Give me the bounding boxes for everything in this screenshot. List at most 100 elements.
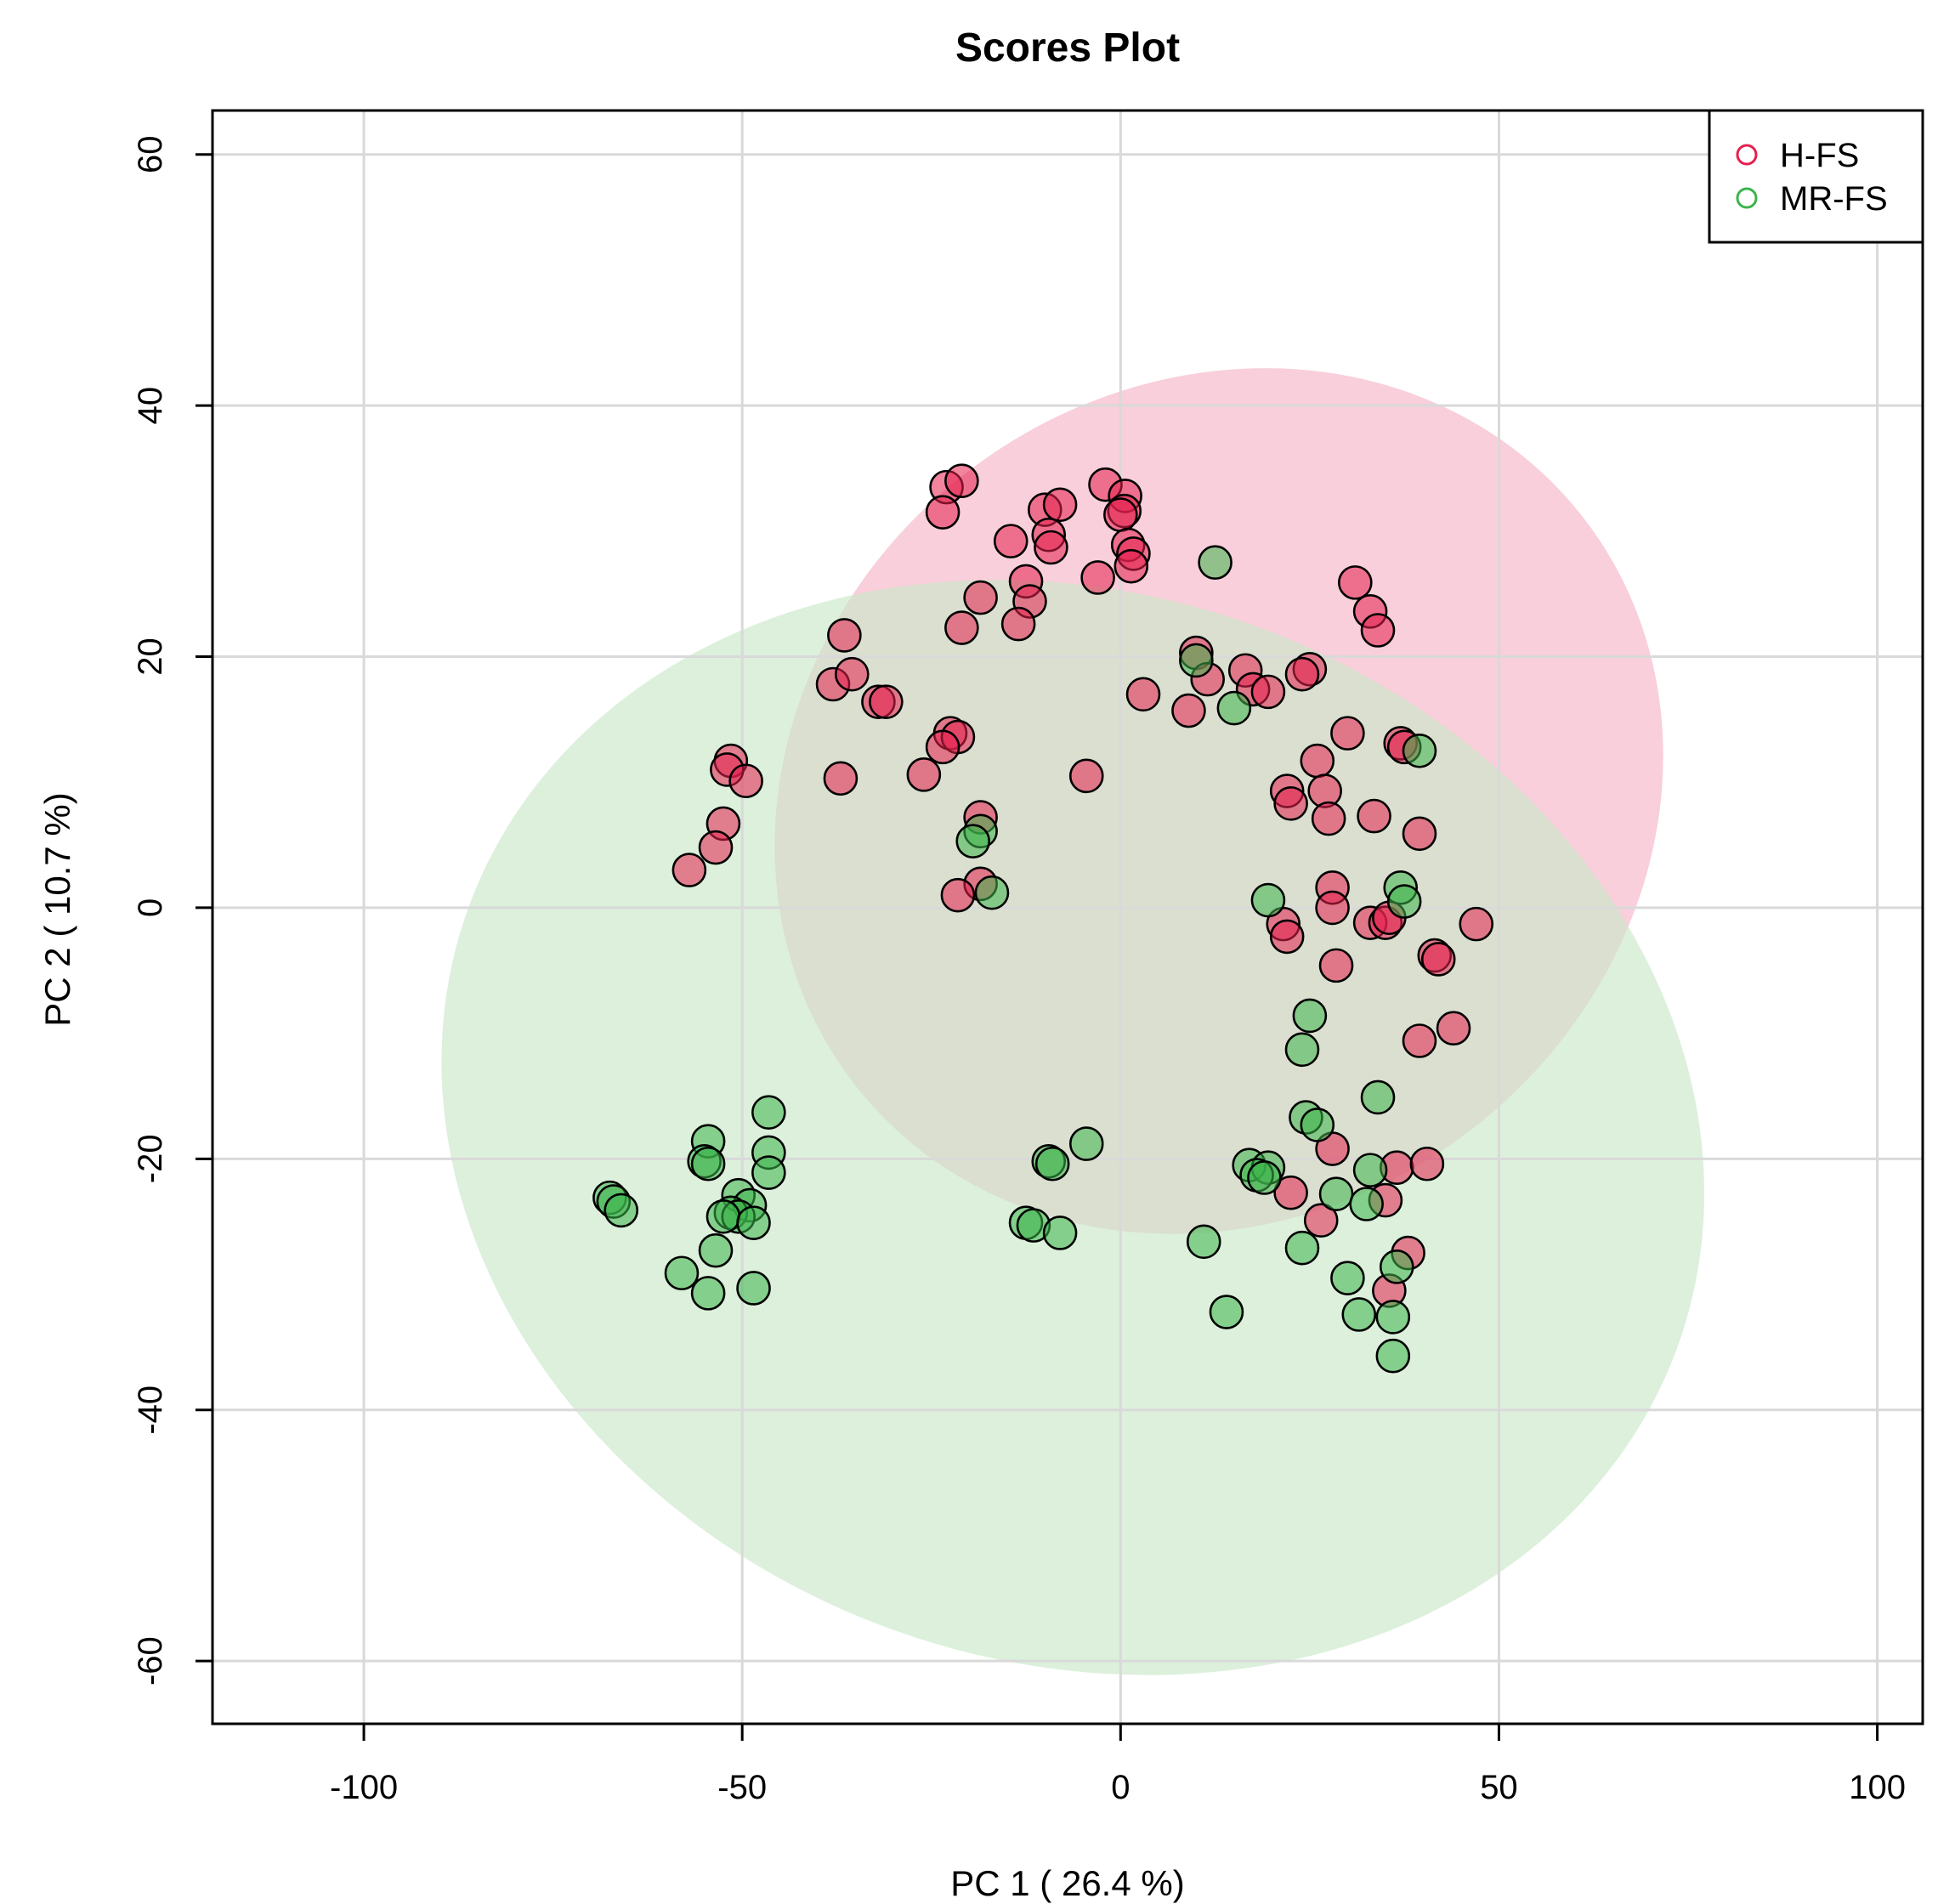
point-h-fs (1273, 1175, 1308, 1210)
y-tick-label: 40 (132, 387, 169, 425)
point-mr-fs (974, 875, 1010, 910)
point-h-fs (1338, 565, 1373, 600)
point-h-fs (1284, 656, 1320, 692)
x-tick-label: 0 (1111, 1769, 1130, 1806)
point-h-fs (963, 580, 998, 615)
point-h-fs (1103, 497, 1138, 532)
point-mr-fs (1198, 545, 1232, 581)
point-h-fs (1250, 674, 1286, 710)
point-h-fs (672, 853, 707, 887)
point-mr-fs (1379, 1250, 1414, 1284)
point-mr-fs (1375, 1300, 1411, 1334)
point-mr-fs (736, 1271, 771, 1306)
y-tick-label: -60 (132, 1636, 169, 1686)
legend-marker-mr-fs (1736, 187, 1758, 209)
legend-marker-h-fs (1736, 144, 1758, 166)
point-h-fs (1360, 613, 1396, 648)
point-h-fs (728, 763, 763, 799)
point-h-fs (1273, 786, 1308, 821)
point-mr-fs (1179, 643, 1214, 678)
point-mr-fs (736, 1205, 771, 1240)
point-h-fs (1315, 890, 1350, 926)
point-h-fs (1402, 816, 1437, 852)
point-h-fs (834, 656, 870, 692)
point-h-fs (1409, 1146, 1445, 1182)
point-h-fs (869, 684, 904, 719)
point-h-fs (1402, 1023, 1437, 1058)
point-h-fs (1436, 1011, 1471, 1046)
point-mr-fs (1300, 1108, 1335, 1142)
point-mr-fs (1209, 1295, 1244, 1329)
point-mr-fs (1402, 733, 1437, 768)
point-mr-fs (955, 824, 991, 858)
point-mr-fs (1386, 884, 1422, 919)
point-mr-fs (1034, 1146, 1070, 1182)
point-h-fs (823, 761, 858, 796)
legend-label-mr-fs: MR-FS (1780, 180, 1888, 218)
point-mr-fs (690, 1146, 726, 1182)
point-mr-fs (698, 1232, 734, 1268)
point-mr-fs (604, 1193, 639, 1228)
chart-title: Scores Plot (955, 26, 1180, 71)
point-h-fs (1357, 798, 1391, 834)
point-h-fs (1125, 677, 1161, 712)
point-h-fs (940, 877, 976, 913)
point-h-fs (1269, 919, 1305, 955)
point-mr-fs (751, 1095, 786, 1130)
point-mr-fs (690, 1276, 726, 1311)
point-h-fs (1330, 716, 1365, 751)
point-h-fs (1000, 606, 1036, 642)
score-points (592, 463, 1494, 1374)
point-mr-fs (1330, 1261, 1365, 1295)
point-mr-fs (1360, 1080, 1396, 1115)
x-axis-label: PC 1 ( 26.4 %) (950, 1863, 1184, 1903)
point-mr-fs (1042, 1216, 1078, 1250)
point-mr-fs (751, 1155, 786, 1190)
point-h-fs (1114, 548, 1149, 584)
point-mr-fs (1341, 1297, 1377, 1332)
point-mr-fs (1068, 1126, 1104, 1161)
point-h-fs (827, 618, 862, 653)
point-mr-fs (1284, 1230, 1320, 1266)
y-tick-label: -20 (132, 1134, 169, 1183)
ellipse-mr-fs (441, 580, 1705, 1675)
y-axis-label: PC 2 ( 10.7 %) (37, 792, 77, 1026)
point-mr-fs (1292, 998, 1328, 1034)
point-h-fs (698, 830, 734, 865)
x-tick-label: 50 (1480, 1769, 1518, 1806)
point-mr-fs (1284, 1032, 1320, 1068)
point-mr-fs (1375, 1338, 1411, 1374)
point-h-fs (1318, 948, 1354, 983)
point-h-fs (1311, 801, 1346, 836)
point-h-fs (1080, 560, 1115, 595)
legend: H-FS MR-FS (1708, 109, 1924, 244)
point-mr-fs (706, 1198, 741, 1234)
y-tick-label: 20 (132, 638, 169, 676)
point-mr-fs (1247, 1160, 1282, 1195)
point-h-fs (1300, 743, 1335, 779)
point-h-fs (944, 463, 979, 499)
legend-box (1708, 109, 1924, 244)
point-h-fs (1459, 906, 1494, 942)
point-h-fs (1171, 693, 1206, 728)
point-h-fs (1420, 942, 1456, 977)
point-h-fs (925, 729, 960, 765)
grid-lines (212, 110, 1923, 1724)
point-mr-fs (1349, 1187, 1384, 1221)
y-tick-label: 0 (132, 898, 169, 917)
y-tick-label: 60 (132, 135, 169, 173)
point-mr-fs (1352, 1153, 1388, 1187)
axes: -100 -50 0 50 100 -60 -40 -20 0 20 40 60 (132, 135, 1906, 1806)
point-mr-fs (1318, 1176, 1354, 1211)
x-tick-label: -50 (717, 1769, 767, 1806)
point-h-fs (1042, 487, 1078, 523)
x-tick-label: -100 (330, 1769, 398, 1806)
plot-frame (211, 109, 1924, 1726)
point-mr-fs (1186, 1224, 1221, 1260)
point-h-fs (1068, 758, 1104, 794)
point-h-fs (944, 610, 979, 645)
x-tick-label: 100 (1849, 1769, 1906, 1806)
confidence-ellipses (441, 368, 1705, 1675)
point-mr-fs (1216, 690, 1252, 726)
legend-label-h-fs: H-FS (1780, 137, 1859, 174)
